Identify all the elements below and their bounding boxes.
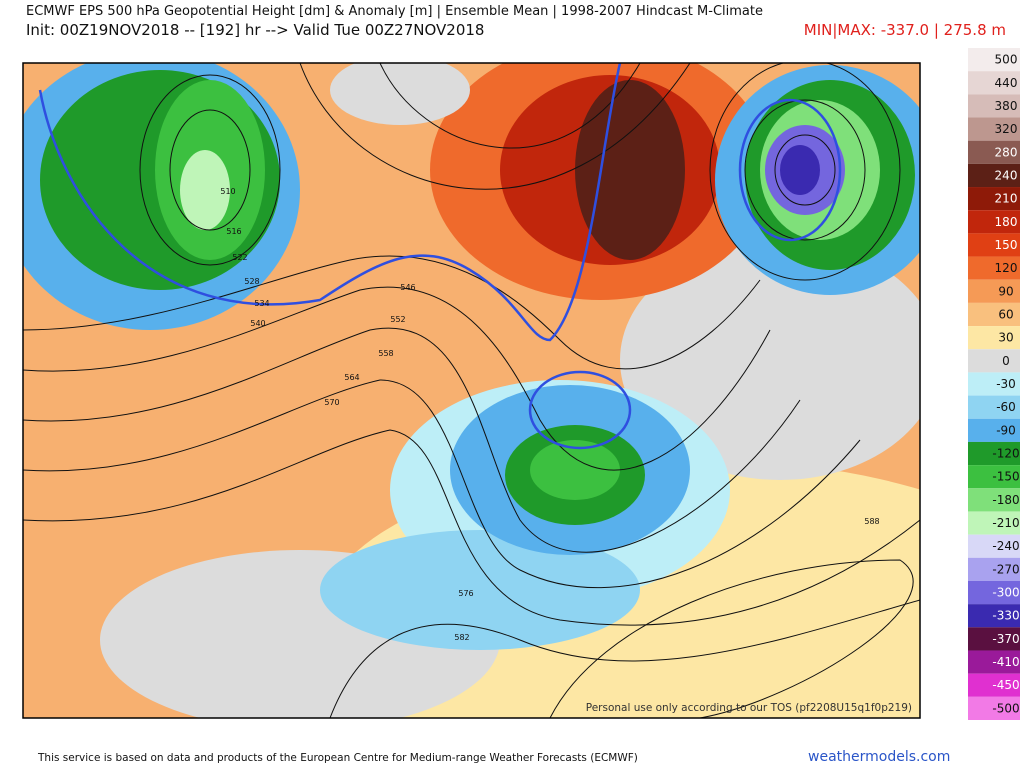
legend-swatch xyxy=(968,580,1020,605)
legend-swatch xyxy=(968,187,1020,211)
legend-label: 320 xyxy=(995,122,1018,136)
legend-swatch xyxy=(968,349,1020,373)
legend-label: -500 xyxy=(992,701,1019,715)
legend-label: 500 xyxy=(995,53,1018,67)
contour-label: 552 xyxy=(390,315,405,324)
contour-label: 564 xyxy=(344,373,359,382)
legend-swatch xyxy=(968,117,1020,141)
contour-label: 558 xyxy=(378,349,393,358)
legend-swatch xyxy=(968,256,1020,280)
legend-swatch xyxy=(968,71,1020,95)
init-line: Init: 00Z19NOV2018 -- [192] hr --> Valid… xyxy=(26,21,485,39)
anomaly-field xyxy=(23,63,920,718)
legend-swatch xyxy=(968,673,1020,697)
legend-swatch xyxy=(968,210,1020,234)
legend-swatch xyxy=(968,418,1020,442)
legend-swatch xyxy=(968,163,1020,188)
legend-label: -240 xyxy=(992,539,1019,553)
contour-label: 588 xyxy=(864,517,879,526)
contour-label: 540 xyxy=(250,319,265,328)
legend-label: 120 xyxy=(995,261,1018,275)
legend-label: 210 xyxy=(995,192,1018,206)
legend-label: 180 xyxy=(995,215,1018,229)
legend-swatch xyxy=(968,441,1020,466)
legend-label: 150 xyxy=(995,238,1018,252)
site-link[interactable]: weathermodels.com xyxy=(808,749,951,765)
legend-label: 240 xyxy=(995,168,1018,182)
legend-label: -270 xyxy=(992,562,1019,576)
legend-swatch xyxy=(968,696,1020,720)
watermark: Personal use only according to our TOS (… xyxy=(586,702,912,714)
legend-label: -30 xyxy=(996,377,1016,391)
contour-label: 570 xyxy=(324,398,339,407)
contour-label: 534 xyxy=(254,299,269,308)
legend-label: -410 xyxy=(992,655,1019,669)
contour-label: 522 xyxy=(232,253,247,262)
map-frame xyxy=(22,62,921,719)
legend-swatch xyxy=(968,534,1020,558)
contour-label: 510 xyxy=(220,187,235,196)
legend-swatch xyxy=(968,140,1020,164)
legend-swatch xyxy=(968,372,1020,396)
legend-swatch xyxy=(968,302,1020,327)
legend-label: 30 xyxy=(998,331,1013,345)
contour-label: 582 xyxy=(454,633,469,642)
highlight-contours xyxy=(38,63,842,450)
legend-label: 90 xyxy=(998,284,1013,298)
title: ECMWF EPS 500 hPa Geopotential Height [d… xyxy=(26,4,763,19)
legend-swatch xyxy=(968,488,1020,512)
legend-swatch xyxy=(968,650,1020,674)
legend-swatch xyxy=(968,48,1020,72)
legend-swatch xyxy=(968,604,1020,628)
contour-label: 576 xyxy=(458,589,473,598)
legend-swatch xyxy=(968,279,1020,303)
legend-label: -60 xyxy=(996,400,1016,414)
legend-swatch xyxy=(968,627,1020,651)
legend-label: -330 xyxy=(992,609,1019,623)
legend-label: -210 xyxy=(992,516,1019,530)
legend-swatch xyxy=(968,511,1020,535)
min-max: MIN|MAX: -337.0 | 275.8 m xyxy=(803,21,1006,39)
legend-label: -180 xyxy=(992,493,1019,507)
legend-swatch xyxy=(968,395,1020,419)
contour-label: 528 xyxy=(244,277,259,286)
height-contours xyxy=(23,63,920,718)
legend-label: -150 xyxy=(992,470,1019,484)
legend-swatch xyxy=(968,94,1020,118)
legend-label: 0 xyxy=(1002,354,1010,368)
legend-label: -300 xyxy=(992,586,1019,600)
legend-label: -90 xyxy=(996,423,1016,437)
legend-swatch xyxy=(968,557,1020,581)
legend-label: -120 xyxy=(992,447,1019,461)
legend-swatch xyxy=(968,233,1020,257)
legend-label: -450 xyxy=(992,678,1019,692)
contour-label: 546 xyxy=(400,283,415,292)
legend-label: 380 xyxy=(995,99,1018,113)
legend-label: 60 xyxy=(998,307,1013,321)
legend-swatch xyxy=(968,326,1020,350)
legend-label: -370 xyxy=(992,632,1019,646)
legend-label: 280 xyxy=(995,145,1018,159)
credit: This service is based on data and produc… xyxy=(38,752,638,764)
legend-label: 440 xyxy=(995,76,1018,90)
legend-swatch xyxy=(968,465,1020,489)
contour-label: 516 xyxy=(226,227,241,236)
